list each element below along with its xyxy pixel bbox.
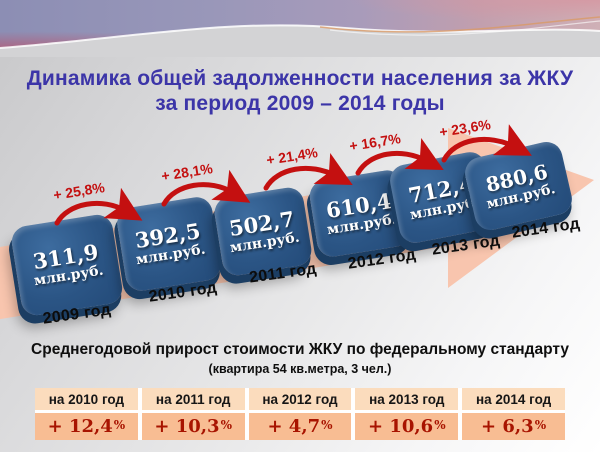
slide-title-line2: за период 2009 – 2014 годы bbox=[155, 92, 445, 115]
growth-label-2014: + 23,6% bbox=[438, 116, 492, 140]
table-value-2013: + 10,6% bbox=[355, 413, 459, 440]
table-header-2010: на 2010 год bbox=[35, 388, 138, 410]
table-value-amount: + 10,3 bbox=[154, 416, 220, 437]
table-value-amount: + 6,3 bbox=[481, 416, 534, 437]
table-value-2011: + 10,3% bbox=[141, 413, 245, 440]
table-value-amount: + 12,4 bbox=[47, 416, 113, 437]
table-header-2011: на 2011 год bbox=[141, 388, 245, 410]
decorative-top-band bbox=[0, 0, 600, 57]
table-header-2012: на 2012 год bbox=[248, 388, 352, 410]
growth-label-2013: + 16,7% bbox=[348, 130, 402, 154]
table-header-2014: на 2014 год bbox=[462, 388, 565, 410]
table-value-2010: + 12,4% bbox=[35, 413, 138, 440]
table-value-amount: + 10,6 bbox=[367, 416, 434, 437]
growth-table: на 2010 год на 2011 год на 2012 год на 2… bbox=[35, 388, 565, 440]
band-wave-orange-line bbox=[319, 16, 600, 33]
growth-label-2010: + 25,8% bbox=[52, 179, 106, 203]
debt-box-2010: 392,5 млн.руб. bbox=[115, 195, 223, 293]
table-header-2013: на 2013 год bbox=[355, 388, 459, 410]
band-wave-white-line bbox=[0, 24, 600, 49]
growth-table-subheading: (квартира 54 кв.метра, 3 чел.) bbox=[208, 362, 392, 376]
slide-title-line1: Динамика общей задолженности населения з… bbox=[26, 67, 574, 90]
slide-title: Динамика общей задолженности населения з… bbox=[0, 66, 600, 116]
table-value-amount: + 4,7 bbox=[267, 416, 321, 437]
table-value-2014: + 6,3% bbox=[462, 413, 565, 440]
band-wave-thin-line bbox=[329, 20, 600, 36]
growth-label-2011: + 28,1% bbox=[160, 160, 214, 184]
table-value-2012: + 4,7% bbox=[248, 413, 352, 440]
growth-table-heading: Среднегодовой прирост стоимости ЖКУ по ф… bbox=[31, 341, 569, 358]
